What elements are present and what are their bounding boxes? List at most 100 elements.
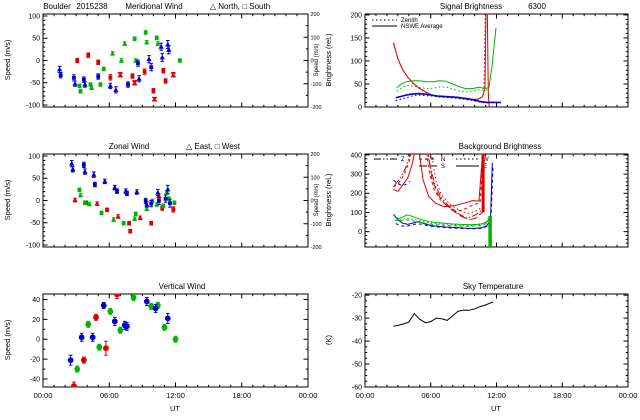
panel-title: Background Brightness bbox=[459, 142, 542, 151]
data-point-circle bbox=[130, 294, 137, 301]
data-point-triangle bbox=[137, 215, 143, 220]
y2-tick-label: 0 bbox=[311, 199, 314, 205]
series-group bbox=[393, 301, 494, 327]
data-point-triangle bbox=[165, 41, 171, 47]
x-tick-label: 00:00 bbox=[619, 391, 638, 400]
data-point-circle bbox=[67, 357, 74, 364]
data-point-x bbox=[151, 96, 158, 102]
series-group bbox=[393, 153, 494, 247]
data-point-square bbox=[178, 58, 182, 63]
data-point-circle bbox=[111, 318, 118, 325]
y-tick-label: 0 bbox=[36, 337, 40, 344]
y-tick-label: -50 bbox=[30, 80, 40, 87]
data-point-circle bbox=[172, 336, 179, 343]
data-point-square bbox=[149, 65, 154, 70]
data-point-square bbox=[133, 211, 138, 216]
data-point-triangle bbox=[146, 56, 152, 62]
panel-sky-temperature: 00:00 06:00 12:00 18:00 00:00 -20 -30 -40 -50 -60… bbox=[324, 282, 637, 413]
series-red-6300-zenith bbox=[393, 13, 486, 101]
x-tick-label: 18:00 bbox=[232, 391, 251, 400]
data-point-square bbox=[86, 53, 91, 58]
y-tick-label: 100 bbox=[28, 13, 40, 20]
data-point-circle bbox=[161, 324, 168, 331]
series-group bbox=[67, 293, 179, 388]
y-tick-label: 100 bbox=[28, 153, 40, 160]
y-tick-label: -100 bbox=[26, 102, 40, 109]
x-tick-label: 00:00 bbox=[34, 391, 53, 400]
data-point-triangle bbox=[144, 201, 150, 207]
data-point-square bbox=[101, 67, 106, 71]
data-point-circle bbox=[164, 315, 171, 322]
series-red-east bbox=[393, 153, 483, 208]
data-point-triangle bbox=[113, 87, 119, 92]
series-green-zenith bbox=[396, 84, 490, 93]
x-tick-label: 06:00 bbox=[421, 391, 440, 400]
data-point-triangle bbox=[82, 81, 88, 87]
data-point-square bbox=[172, 200, 177, 205]
x-axis-label: UT bbox=[491, 404, 501, 413]
y-axis-label: Brightness (rel.) bbox=[324, 33, 333, 86]
legend-label: N bbox=[441, 157, 445, 163]
data-point-square bbox=[142, 69, 147, 74]
y2-axis-label: Speed (m/s) bbox=[314, 184, 320, 217]
data-point-square bbox=[108, 75, 113, 80]
data-point-triangle bbox=[166, 47, 172, 52]
data-point-triangle bbox=[112, 184, 118, 190]
data-point-triangle bbox=[115, 213, 121, 219]
data-point-triangle bbox=[155, 40, 161, 46]
panel-zonal-wind: 100 50 0 -50 -100 200 100 0 -100 -200 Zonal Wind △ … bbox=[3, 142, 322, 251]
series-blue-dash bbox=[395, 166, 494, 230]
y-tick-label: 300 bbox=[350, 172, 362, 179]
data-point-circle bbox=[152, 305, 159, 312]
data-point-triangle bbox=[158, 43, 164, 49]
y-axis-label: Speed (m/s) bbox=[3, 179, 12, 220]
data-point-square bbox=[127, 221, 132, 226]
data-point-triangle bbox=[165, 186, 171, 192]
y-tick-label: 400 bbox=[350, 152, 362, 159]
data-point-circle bbox=[71, 383, 77, 388]
y-axis-label: Speed (m/s) bbox=[3, 39, 12, 80]
legend-label: E bbox=[483, 164, 487, 170]
data-point-square bbox=[171, 207, 176, 212]
panel-title: Sky Temperature bbox=[463, 282, 524, 291]
series-sky-temp bbox=[393, 301, 494, 327]
data-point-square bbox=[75, 58, 80, 63]
data-point-circle bbox=[103, 345, 109, 352]
data-point-circle bbox=[74, 366, 81, 372]
data-point-x bbox=[131, 80, 138, 86]
data-point-circle bbox=[143, 298, 150, 305]
data-point-square bbox=[163, 196, 168, 201]
panel-title: Signal Brightness bbox=[440, 2, 502, 11]
data-point-square bbox=[126, 82, 130, 87]
wavelength-label: 6300 bbox=[528, 2, 546, 11]
data-point-triangle bbox=[82, 168, 88, 174]
data-point-square bbox=[161, 203, 166, 208]
data-point-triangle bbox=[111, 216, 117, 222]
panel-title: Meridional Wind bbox=[125, 2, 182, 11]
data-point-circle bbox=[80, 357, 87, 364]
y-tick-label: 40 bbox=[32, 297, 40, 304]
series-blue-solid bbox=[393, 162, 493, 229]
data-point-circle bbox=[114, 293, 120, 298]
y-tick-label: -60 bbox=[352, 384, 362, 391]
y2-tick-label: 200 bbox=[311, 12, 320, 18]
y2-axis-label: Speed (m/s) bbox=[314, 44, 320, 77]
y-tick-label: 200 bbox=[350, 12, 362, 19]
y-tick-label: 0 bbox=[358, 104, 362, 111]
data-point-triangle bbox=[72, 197, 78, 203]
data-point-square bbox=[121, 221, 126, 226]
data-point-triangle bbox=[155, 189, 161, 195]
data-point-square bbox=[99, 211, 104, 215]
y2-tick-label: -100 bbox=[311, 222, 322, 228]
data-point-triangle bbox=[70, 166, 76, 172]
y-tick-label: -40 bbox=[30, 376, 40, 383]
data-point-square bbox=[58, 73, 63, 78]
y-tick-label: 50 bbox=[32, 36, 40, 43]
data-point-square bbox=[92, 182, 97, 187]
data-point-square bbox=[81, 77, 86, 82]
data-point-square bbox=[149, 201, 154, 206]
data-point-triangle bbox=[154, 201, 160, 207]
data-point-triangle bbox=[102, 178, 108, 184]
data-point-square bbox=[149, 221, 154, 226]
